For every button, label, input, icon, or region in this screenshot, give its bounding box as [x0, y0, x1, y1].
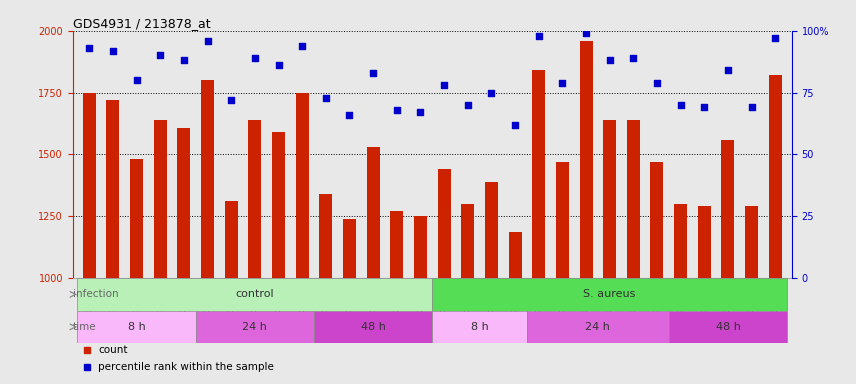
Point [271, 62, 285, 68]
Bar [78, 278, 432, 311]
Bar [343, 219, 356, 278]
Text: control: control [235, 290, 274, 300]
Point [651, 79, 664, 86]
Point [603, 57, 616, 63]
Bar [627, 120, 639, 278]
Point [769, 35, 782, 41]
Text: GDS4931 / 213878_at: GDS4931 / 213878_at [73, 17, 211, 30]
Point [674, 102, 687, 108]
Point [153, 52, 167, 58]
Point [177, 57, 191, 63]
Bar [390, 211, 403, 278]
Point [698, 104, 711, 111]
Point [437, 82, 451, 88]
Bar [527, 311, 669, 343]
Bar [580, 41, 592, 278]
Point [508, 122, 522, 128]
Point [319, 94, 333, 101]
Text: 48 h: 48 h [716, 322, 740, 332]
Bar [272, 132, 285, 278]
Bar [484, 182, 498, 278]
Bar [769, 75, 782, 278]
Bar [130, 159, 143, 278]
Bar [532, 70, 545, 278]
Bar [651, 162, 663, 278]
Text: count: count [98, 346, 128, 356]
Point [82, 45, 96, 51]
Text: 24 h: 24 h [586, 322, 610, 332]
Point [532, 33, 545, 39]
Bar [603, 120, 616, 278]
Point [295, 43, 309, 49]
Text: percentile rank within the sample: percentile rank within the sample [98, 362, 274, 372]
Bar [437, 169, 450, 278]
Bar [83, 93, 96, 278]
Bar [675, 204, 687, 278]
Bar [432, 311, 527, 343]
Point [342, 112, 356, 118]
Bar [366, 147, 380, 278]
Text: 8 h: 8 h [471, 322, 489, 332]
Point [248, 55, 262, 61]
Text: time: time [73, 322, 97, 332]
Point [484, 89, 498, 96]
Bar [556, 162, 569, 278]
Point [461, 102, 474, 108]
Bar [698, 206, 710, 278]
Point [200, 38, 214, 44]
Bar [154, 120, 167, 278]
Bar [196, 311, 314, 343]
Bar [248, 120, 261, 278]
Text: S. aureus: S. aureus [584, 290, 636, 300]
Point [366, 70, 380, 76]
Bar [177, 129, 190, 278]
Bar [745, 206, 758, 278]
Bar [225, 202, 238, 278]
Text: 48 h: 48 h [360, 322, 385, 332]
Point [224, 97, 238, 103]
Bar [106, 100, 120, 278]
Text: 24 h: 24 h [242, 322, 267, 332]
Bar [722, 140, 734, 278]
Bar [319, 194, 332, 278]
Point [556, 79, 569, 86]
Bar [314, 311, 432, 343]
Point [130, 77, 144, 83]
Bar [414, 216, 427, 278]
Point [721, 67, 734, 73]
Text: 8 h: 8 h [128, 322, 146, 332]
Bar [461, 204, 474, 278]
Point [390, 107, 404, 113]
Bar [432, 278, 787, 311]
Bar [508, 232, 521, 278]
Point [413, 109, 427, 116]
Text: infection: infection [73, 290, 119, 300]
Bar [201, 80, 214, 278]
Bar [78, 311, 196, 343]
Point [745, 104, 758, 111]
Bar [669, 311, 787, 343]
Bar [295, 93, 309, 278]
Point [580, 30, 593, 36]
Point [627, 55, 640, 61]
Point [106, 48, 120, 54]
